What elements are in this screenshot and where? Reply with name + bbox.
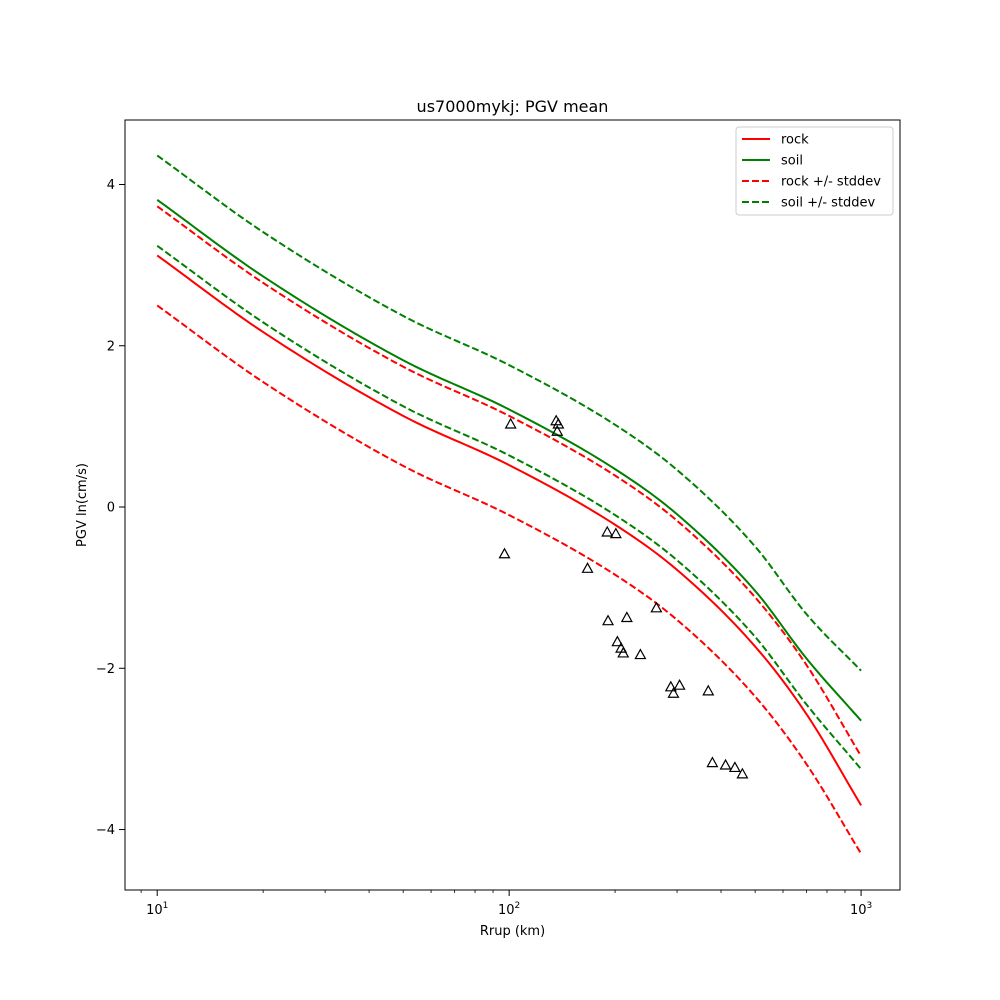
- y-tick-label-1: −2: [96, 662, 115, 677]
- legend-entries: rock soil rock +/- stddev soil +/- stddev: [742, 133, 881, 211]
- observation-point-19: [706, 756, 719, 768]
- legend-label-1: soil: [781, 154, 803, 169]
- observation-point-12: [620, 611, 633, 623]
- series-layer: [156, 154, 862, 855]
- observation-point-3: [551, 424, 564, 436]
- observation-point-6: [601, 525, 614, 537]
- x-tick-label-0: 101: [146, 901, 168, 918]
- series-line-1: [156, 199, 862, 722]
- observation-point-16: [667, 687, 680, 698]
- chart-title: us7000mykj: PGV mean: [417, 97, 609, 116]
- series-line-2: [156, 205, 862, 757]
- y-tick-label-2: 0: [107, 501, 115, 516]
- plot-area: [125, 120, 900, 890]
- observation-point-20: [719, 758, 732, 770]
- legend-label-0: rock: [781, 133, 809, 148]
- y-axis-label: PGV ln(cm/s): [75, 463, 90, 547]
- observation-point-17: [673, 678, 686, 690]
- series-line-0: [156, 254, 862, 806]
- observations-layer: [498, 414, 749, 779]
- legend: rock soil rock +/- stddev soil +/- stddev: [735, 126, 894, 216]
- observation-point-21: [728, 761, 741, 773]
- observation-point-0: [498, 547, 511, 559]
- y-axis-ticks: −4 −2 0 2 4: [96, 178, 125, 838]
- observation-point-5: [581, 562, 594, 573]
- x-tick-label-1: 102: [498, 901, 520, 918]
- observation-point-7: [602, 614, 615, 626]
- observation-point-4: [552, 417, 565, 429]
- series-line-3: [156, 304, 862, 855]
- y-tick-label-3: 2: [107, 339, 115, 354]
- observation-point-13: [634, 648, 647, 660]
- legend-label-2: rock +/- stddev: [781, 175, 881, 190]
- y-tick-label-4: 4: [107, 178, 115, 193]
- y-tick-label-0: −4: [96, 823, 115, 838]
- observation-point-22: [736, 767, 749, 779]
- series-line-5: [156, 244, 862, 770]
- series-line-4: [156, 154, 862, 672]
- legend-label-3: soil +/- stddev: [781, 196, 876, 211]
- legend-frame: [735, 126, 894, 216]
- observation-point-8: [609, 527, 622, 539]
- observation-point-9: [611, 635, 624, 647]
- axes-frame: [124, 119, 901, 891]
- observation-point-1: [504, 417, 517, 429]
- observation-point-15: [664, 680, 677, 692]
- x-axis-label: Rrup (km): [480, 924, 545, 939]
- observation-point-11: [617, 646, 630, 658]
- observation-point-14: [650, 601, 663, 613]
- x-tick-label-2: 103: [850, 901, 872, 918]
- x-axis-ticks: 101 102 103: [140, 890, 872, 918]
- observation-point-18: [702, 684, 715, 696]
